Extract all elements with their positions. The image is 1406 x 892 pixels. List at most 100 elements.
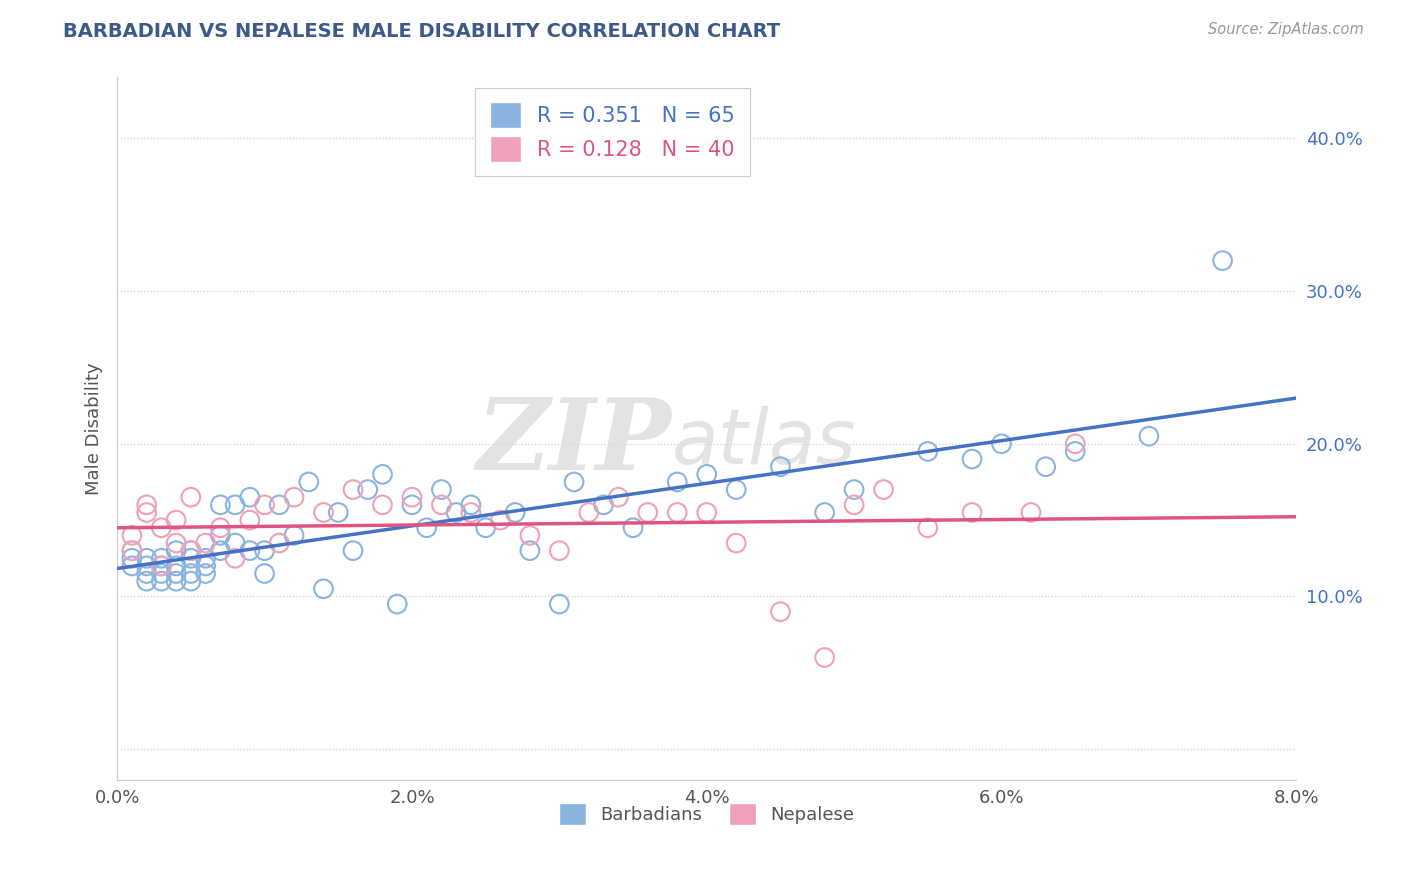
Point: [696, 467, 718, 482]
Point: [578, 506, 600, 520]
Point: [209, 498, 232, 512]
Point: [562, 475, 585, 489]
Point: [1019, 506, 1042, 520]
Point: [328, 506, 350, 520]
Point: [666, 506, 689, 520]
Point: [1035, 459, 1057, 474]
Text: BARBADIAN VS NEPALESE MALE DISABILITY CORRELATION CHART: BARBADIAN VS NEPALESE MALE DISABILITY CO…: [63, 22, 780, 41]
Point: [165, 543, 187, 558]
Point: [401, 498, 423, 512]
Point: [990, 437, 1012, 451]
Point: [165, 574, 187, 589]
Point: [209, 528, 232, 542]
Point: [165, 513, 187, 527]
Point: [503, 506, 526, 520]
Point: [357, 483, 380, 497]
Point: [621, 521, 644, 535]
Point: [960, 452, 983, 467]
Point: [430, 483, 453, 497]
Point: [224, 498, 246, 512]
Point: [696, 506, 718, 520]
Point: [592, 498, 614, 512]
Point: [1137, 429, 1160, 443]
Point: [725, 483, 748, 497]
Point: [1212, 253, 1234, 268]
Point: [312, 506, 335, 520]
Point: [150, 558, 173, 573]
Point: [121, 543, 143, 558]
Point: [253, 498, 276, 512]
Point: [239, 490, 262, 504]
Point: [607, 490, 630, 504]
Point: [769, 459, 792, 474]
Point: [150, 574, 173, 589]
Point: [253, 566, 276, 581]
Point: [239, 543, 262, 558]
Point: [180, 490, 202, 504]
Point: [444, 506, 467, 520]
Point: [371, 498, 394, 512]
Point: [165, 566, 187, 581]
Point: [180, 543, 202, 558]
Point: [209, 543, 232, 558]
Point: [135, 498, 157, 512]
Text: ZIP: ZIP: [477, 394, 671, 491]
Point: [180, 566, 202, 581]
Point: [489, 513, 512, 527]
Point: [371, 467, 394, 482]
Point: [312, 582, 335, 596]
Point: [121, 528, 143, 542]
Point: [150, 551, 173, 566]
Point: [548, 543, 571, 558]
Point: [637, 506, 659, 520]
Point: [135, 551, 157, 566]
Point: [814, 650, 837, 665]
Point: [194, 551, 217, 566]
Point: [917, 521, 939, 535]
Point: [283, 490, 305, 504]
Point: [460, 506, 482, 520]
Point: [180, 551, 202, 566]
Point: [430, 498, 453, 512]
Point: [209, 521, 232, 535]
Point: [150, 558, 173, 573]
Point: [1064, 437, 1087, 451]
Point: [253, 543, 276, 558]
Point: [666, 475, 689, 489]
Point: [121, 551, 143, 566]
Point: [872, 483, 894, 497]
Point: [194, 536, 217, 550]
Point: [224, 536, 246, 550]
Point: [548, 597, 571, 611]
Y-axis label: Male Disability: Male Disability: [86, 362, 103, 495]
Point: [298, 475, 321, 489]
Point: [135, 558, 157, 573]
Point: [474, 521, 496, 535]
Point: [342, 483, 364, 497]
Point: [180, 574, 202, 589]
Point: [194, 566, 217, 581]
Point: [121, 543, 143, 558]
Point: [150, 521, 173, 535]
Point: [917, 444, 939, 458]
Point: [283, 528, 305, 542]
Point: [1064, 444, 1087, 458]
Point: [121, 558, 143, 573]
Point: [387, 597, 409, 611]
Point: [401, 490, 423, 504]
Point: [814, 506, 837, 520]
Text: atlas: atlas: [671, 406, 856, 480]
Point: [150, 566, 173, 581]
Point: [194, 558, 217, 573]
Point: [519, 543, 541, 558]
Point: [842, 498, 865, 512]
Legend: Barbadians, Nepalese: Barbadians, Nepalese: [550, 794, 863, 834]
Point: [269, 536, 291, 550]
Point: [165, 536, 187, 550]
Point: [460, 498, 482, 512]
Point: [842, 483, 865, 497]
Point: [769, 605, 792, 619]
Text: Source: ZipAtlas.com: Source: ZipAtlas.com: [1208, 22, 1364, 37]
Point: [180, 543, 202, 558]
Point: [269, 498, 291, 512]
